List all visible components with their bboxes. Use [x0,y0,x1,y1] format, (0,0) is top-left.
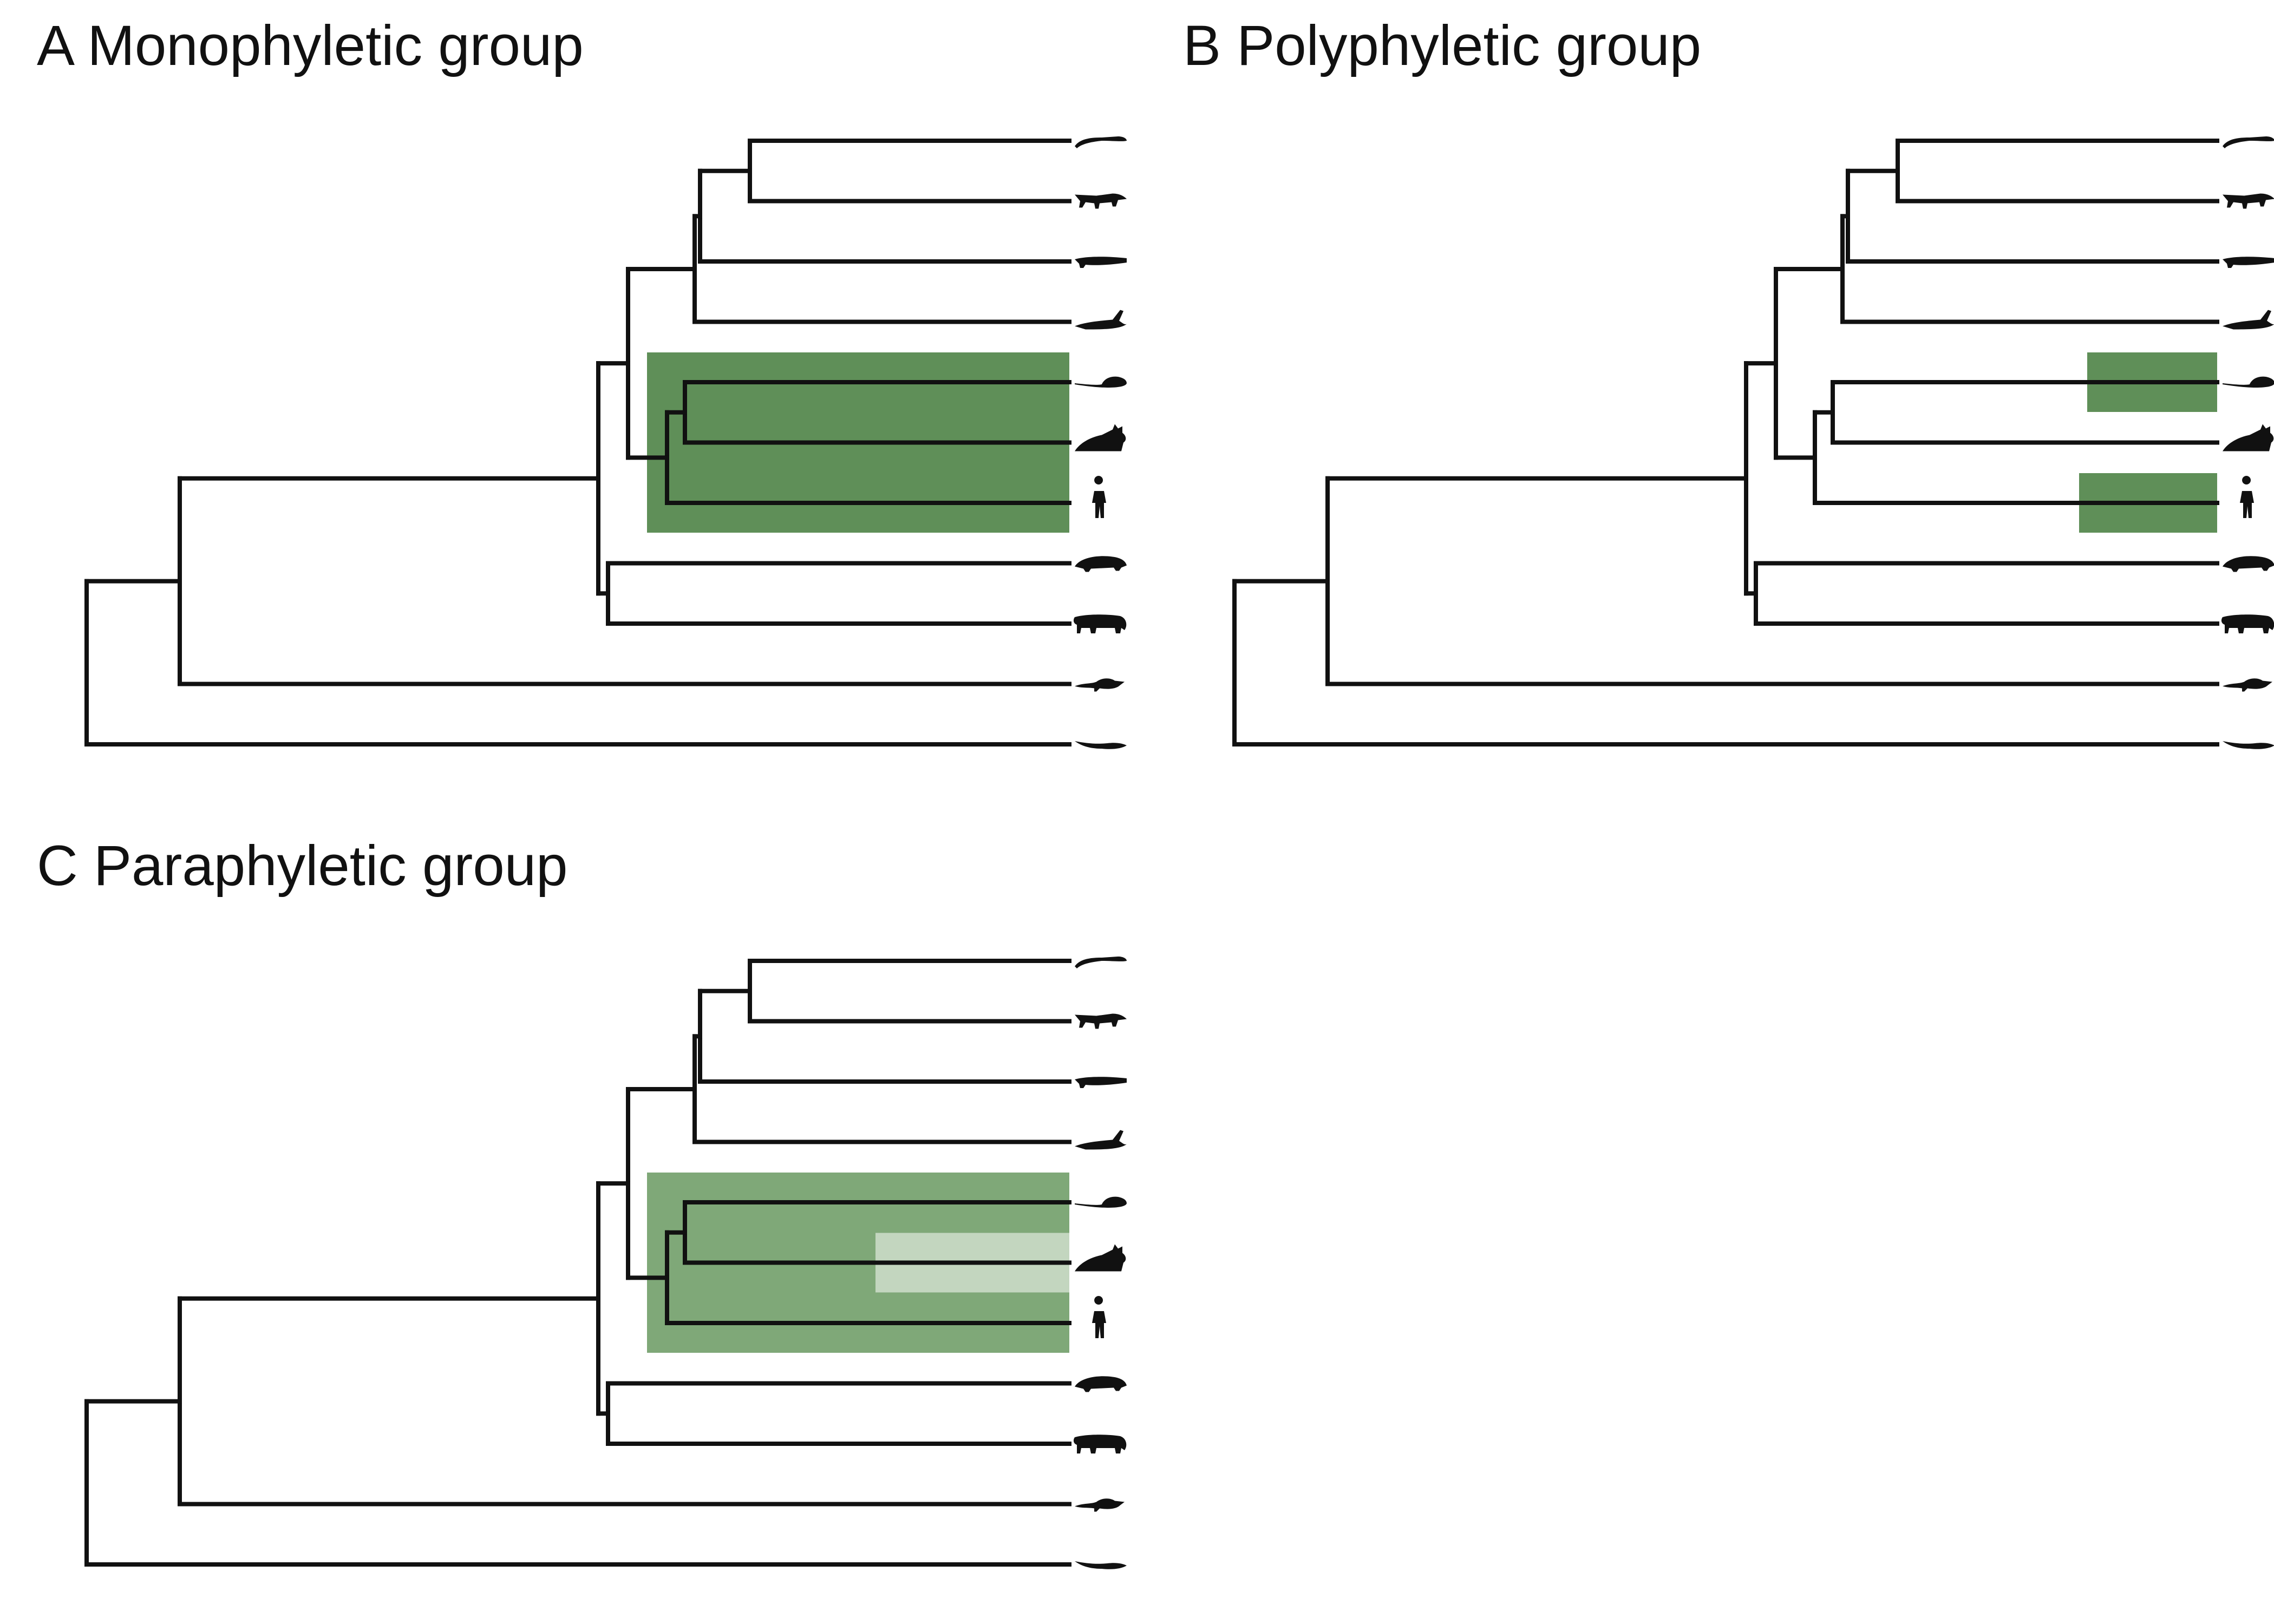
lizard-icon [1075,957,1127,968]
bird-icon [1075,310,1127,330]
panel-title-a: A Monophyletic group [37,14,584,77]
armadillo-icon [2223,556,2274,572]
crocodile-icon [1075,1077,1127,1088]
tree [1232,139,2219,746]
dinosaur-icon [2223,193,2274,209]
platypus-icon [2223,741,2274,749]
platypus-icon [1075,741,1127,749]
human-icon [1092,476,1106,518]
opossum-icon [2223,678,2272,692]
panel-title-b: B Polyphyletic group [1183,14,1701,77]
panel-title-c: C Paraphyletic group [37,834,568,898]
elephant-icon [2221,614,2274,633]
panel-b: B Polyphyletic group [1183,14,2274,749]
opossum-icon [1075,678,1125,692]
fox-icon [2223,424,2274,451]
bird-icon [1075,1130,1127,1150]
panel-c: C Paraphyletic group [37,834,1127,1569]
lizard-icon [1075,136,1127,148]
bird-icon [2223,310,2274,330]
opossum-icon [1075,1498,1125,1512]
platypus-icon [1075,1561,1127,1569]
armadillo-icon [1075,556,1127,572]
tip-icons [1073,136,1127,749]
dinosaur-icon [1075,1013,1127,1029]
fox-icon [1075,424,1126,451]
fox-icon [1075,1244,1126,1272]
human-icon [1092,1296,1106,1338]
elephant-icon [1073,614,1127,633]
elephant-icon [1073,1435,1127,1453]
tip-icons [2221,136,2274,749]
armadillo-icon [1075,1376,1127,1392]
crocodile-icon [1075,257,1127,268]
mouse-icon [1075,376,1127,388]
dinosaur-icon [1075,193,1127,209]
mouse-icon [1075,1196,1127,1208]
panel-a: A Monophyletic group [37,14,1127,749]
tip-icons [1073,957,1127,1569]
human-icon [2240,476,2254,518]
crocodile-icon [2223,257,2274,268]
tree [84,959,1071,1567]
mouse-icon [2223,376,2274,388]
lizard-icon [2223,136,2274,148]
tree [84,139,1071,746]
